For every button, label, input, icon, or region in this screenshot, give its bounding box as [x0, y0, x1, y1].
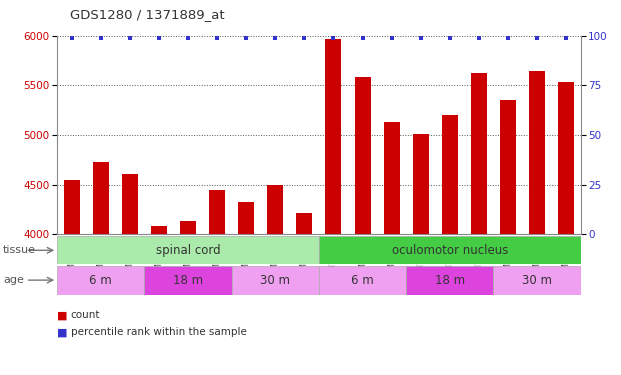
Bar [232, 266, 319, 295]
Bar [493, 266, 581, 295]
Text: tissue: tissue [3, 245, 36, 255]
Text: 18 m: 18 m [173, 274, 203, 286]
Bar [57, 236, 319, 264]
Text: ■: ■ [57, 310, 68, 320]
Bar [296, 213, 312, 234]
Bar [319, 236, 581, 264]
Bar [355, 77, 371, 234]
Bar [500, 100, 516, 234]
Bar [238, 202, 254, 234]
Bar [209, 190, 225, 234]
Bar [319, 266, 406, 295]
Bar [471, 74, 487, 234]
Text: 18 m: 18 m [435, 274, 465, 286]
Text: age: age [3, 275, 24, 285]
Text: spinal cord: spinal cord [156, 244, 220, 257]
Text: count: count [71, 310, 101, 320]
Text: 30 m: 30 m [260, 274, 290, 286]
Bar [406, 266, 493, 295]
Text: oculomotor nucleus: oculomotor nucleus [392, 244, 508, 257]
Bar [151, 226, 167, 234]
Text: 6 m: 6 m [351, 274, 374, 286]
Bar [57, 266, 144, 295]
Bar [384, 122, 399, 234]
Bar [267, 185, 283, 234]
Bar [442, 115, 458, 234]
Bar [180, 222, 196, 234]
Bar [413, 134, 428, 234]
Bar [144, 266, 232, 295]
Bar [558, 82, 574, 234]
Bar [122, 174, 138, 234]
Text: 6 m: 6 m [89, 274, 112, 286]
Bar [64, 180, 79, 234]
Text: GDS1280 / 1371889_at: GDS1280 / 1371889_at [70, 8, 224, 21]
Bar [93, 162, 109, 234]
Text: ■: ■ [57, 327, 68, 337]
Text: 30 m: 30 m [522, 274, 552, 286]
Bar [325, 39, 342, 234]
Bar [529, 71, 545, 234]
Text: percentile rank within the sample: percentile rank within the sample [71, 327, 247, 337]
